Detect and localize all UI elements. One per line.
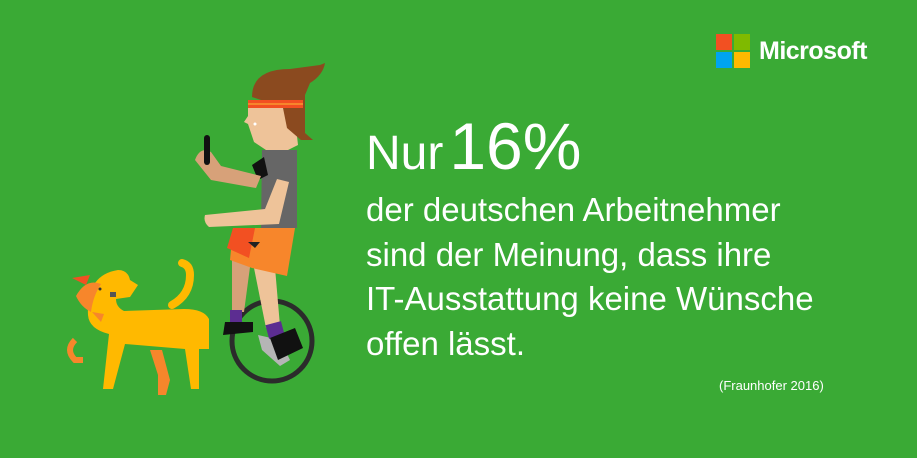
headline-prefix: Nur — [366, 127, 444, 180]
microsoft-logo: Microsoft — [716, 34, 868, 68]
dog-illustration — [67, 259, 209, 395]
body-line: offen lässt. — [366, 324, 525, 362]
source-citation: (Fraunhofer 2016) — [719, 378, 824, 393]
body-line: IT-Ausstattung keine Wünsche — [366, 280, 814, 317]
body-text: der deutschen Arbeitnehmer sind der Mein… — [366, 188, 814, 366]
headline: Nur16% — [366, 108, 581, 184]
body-line: sind der Meinung, dass ihre — [366, 235, 772, 273]
brand-name: Microsoft — [759, 36, 868, 65]
headline-percentage: 16% — [449, 109, 582, 183]
person-illustration — [195, 62, 327, 360]
microsoft-logo-icon — [716, 34, 750, 68]
body-line: der deutschen Arbeitnehmer — [366, 191, 781, 228]
